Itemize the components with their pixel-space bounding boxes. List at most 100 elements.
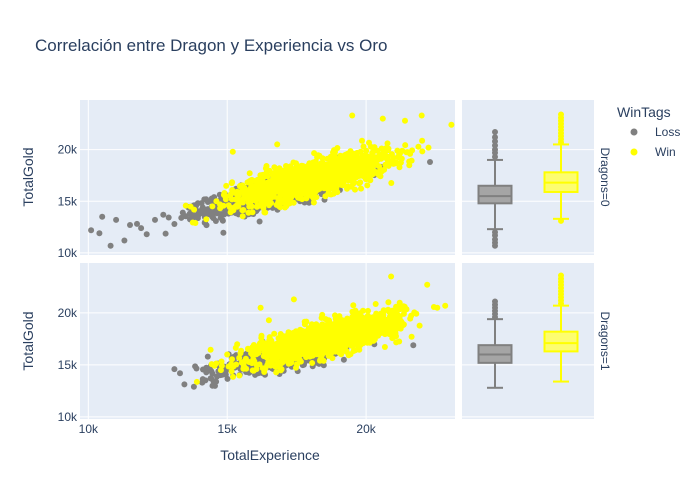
scatter-point-win [203, 216, 210, 223]
scatter-point-win [258, 332, 265, 339]
scatter-point-win [331, 178, 338, 185]
scatter-point-win [225, 202, 232, 209]
scatter-point-win [271, 330, 278, 337]
scatter-point-win [351, 179, 358, 186]
scatter-point-win [241, 194, 248, 201]
scatter-point-win [277, 189, 284, 196]
scatter-point-loss [134, 220, 140, 227]
facet-label-dragons-0: Dragons=0 [598, 147, 612, 206]
scatter-point-win [334, 145, 341, 151]
scatter-point-win [293, 191, 300, 198]
scatter-point-win [303, 183, 309, 190]
scatter-point-win [319, 155, 326, 162]
scatter-point-loss [121, 237, 128, 244]
scatter-point-win [296, 357, 303, 364]
scatter-point-loss [177, 370, 183, 377]
scatter-point-win [381, 344, 388, 350]
scatter-point-win [349, 112, 356, 119]
scatter-point-win [396, 338, 403, 345]
scatter-point-win [322, 193, 329, 200]
scatter-point-win [207, 346, 214, 353]
scatter-point-win [384, 140, 391, 147]
scatter-point-win [233, 190, 240, 197]
scatter-point-win [371, 155, 378, 162]
scatter-point-win [320, 357, 327, 364]
scatter-point-win [239, 213, 246, 220]
scatter-point-loss [340, 356, 347, 363]
scatter-point-win [430, 304, 437, 310]
scatter-point-win [394, 147, 401, 154]
scatter-point-win [327, 191, 334, 198]
box-outlier [492, 153, 498, 160]
scatter-point-win [254, 202, 261, 209]
scatter-point-win [232, 196, 239, 203]
scatter-point-loss [210, 209, 217, 216]
scatter-point-win [391, 332, 398, 338]
scatter-point-loss [171, 366, 178, 373]
scatter-point-loss [113, 216, 120, 223]
scatter-point-win [309, 360, 316, 366]
scatter-point-win [425, 144, 432, 151]
scatter-point-win [346, 177, 352, 184]
scatter-point-win [448, 121, 455, 128]
scatter-point-win [396, 313, 403, 320]
scatter-point-win [416, 322, 423, 329]
scatter-point-win [308, 178, 315, 185]
scatter-plot-dragons-1 [171, 273, 449, 390]
scatter-point-win [236, 372, 243, 379]
scatter-point-win [332, 312, 338, 319]
scatter-point-win [402, 142, 409, 149]
scatter-point-win [329, 355, 336, 362]
scatter-point-win [377, 167, 384, 173]
scatter-point-win [369, 162, 376, 169]
scatter-point-win [227, 209, 234, 216]
scatter-point-win [266, 200, 273, 207]
scatter-point-win [347, 148, 354, 155]
scatter-point-win [360, 157, 367, 164]
scatter-point-win [348, 156, 355, 163]
scatter-point-win [314, 170, 321, 177]
scatter-point-win [228, 191, 234, 198]
scatter-point-win [234, 201, 241, 208]
scatter-point-win [337, 155, 344, 162]
scatter-point-win [273, 369, 280, 376]
scatter-point-win [292, 174, 299, 181]
box-loss [477, 129, 513, 249]
scatter-point-win [208, 361, 215, 368]
scatter-point-win [358, 185, 364, 192]
scatter-point-win [364, 182, 371, 189]
scatter-point-loss [220, 229, 227, 236]
scatter-point-win [247, 203, 254, 210]
scatter-point-win [252, 197, 259, 204]
box-outlier [492, 134, 498, 141]
scatter-point-win [239, 182, 246, 189]
scatter-point-win [285, 360, 292, 367]
scatter-point-win [301, 165, 308, 172]
scatter-point-win [220, 202, 227, 209]
box-outlier [492, 236, 498, 243]
box-outlier [492, 138, 498, 145]
scatter-point-win [408, 157, 415, 164]
scatter-point-win [377, 173, 384, 180]
scatter-point-loss [165, 214, 172, 221]
scatter-point-win [263, 170, 270, 176]
scatter-point-win [308, 321, 315, 328]
scatter-point-win [373, 310, 380, 317]
scatter-point-loss [207, 367, 214, 374]
scatter-point-loss [213, 378, 220, 385]
scatter-point-win [442, 302, 449, 309]
scatter-point-win [363, 147, 370, 154]
scatter-point-win [402, 117, 408, 124]
scatter-point-loss [203, 196, 210, 203]
scatter-point-loss [99, 213, 106, 220]
scatter-point-win [256, 361, 263, 368]
scatter-point-win [419, 148, 426, 155]
scatter-point-win [352, 160, 359, 167]
scatter-point-win [413, 310, 420, 317]
scatter-point-win [245, 346, 251, 352]
scatter-point-loss [190, 383, 197, 390]
scatter-point-win [286, 186, 293, 192]
box-outlier [558, 111, 564, 118]
scatter-point-win [385, 306, 392, 313]
